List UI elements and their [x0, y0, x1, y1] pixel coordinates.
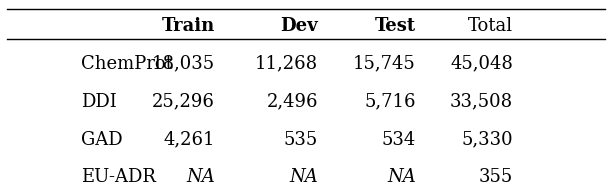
Text: NA: NA — [289, 168, 318, 186]
Text: Total: Total — [468, 17, 513, 35]
Text: ChemProt: ChemProt — [81, 55, 173, 73]
Text: 4,261: 4,261 — [163, 131, 215, 149]
Text: NA: NA — [387, 168, 416, 186]
Text: EU-ADR: EU-ADR — [81, 168, 155, 186]
Text: 15,745: 15,745 — [353, 55, 416, 73]
Text: 355: 355 — [479, 168, 513, 186]
Text: 25,296: 25,296 — [152, 93, 215, 111]
Text: Test: Test — [375, 17, 416, 35]
Text: Dev: Dev — [280, 17, 318, 35]
Text: 2,496: 2,496 — [267, 93, 318, 111]
Text: 45,048: 45,048 — [450, 55, 513, 73]
Text: GAD: GAD — [81, 131, 122, 149]
Text: 11,268: 11,268 — [255, 55, 318, 73]
Text: 535: 535 — [284, 131, 318, 149]
Text: NA: NA — [186, 168, 215, 186]
Text: 534: 534 — [381, 131, 416, 149]
Text: 18,035: 18,035 — [152, 55, 215, 73]
Text: 5,716: 5,716 — [364, 93, 416, 111]
Text: DDI: DDI — [81, 93, 116, 111]
Text: Train: Train — [162, 17, 215, 35]
Text: 5,330: 5,330 — [461, 131, 513, 149]
Text: 33,508: 33,508 — [450, 93, 513, 111]
